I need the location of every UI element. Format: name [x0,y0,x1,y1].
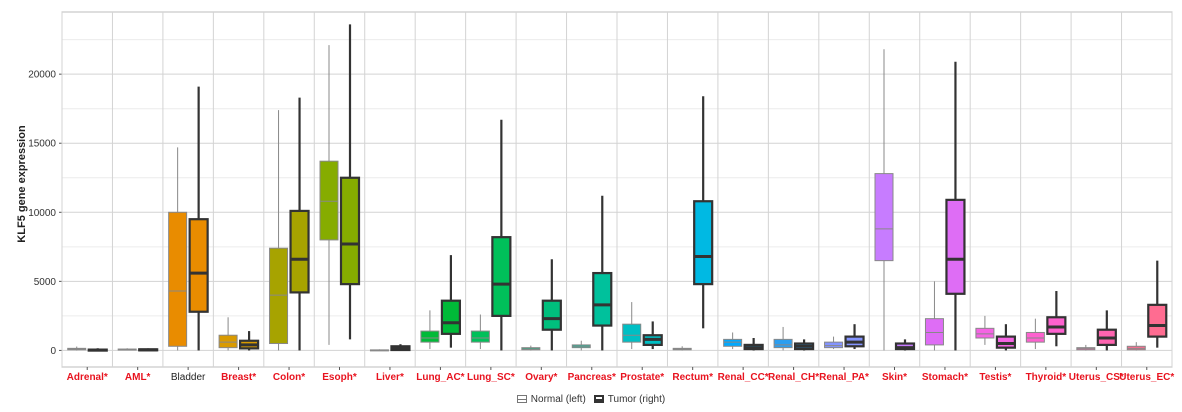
x-tick-label: Thyroid* [1026,372,1067,383]
normal-box [319,160,339,241]
x-tick-label: Renal_CH* [768,372,819,383]
x-tick-label: Bladder [171,372,206,383]
y-tick-label: 20000 [28,70,56,81]
y-tick-label: 15000 [28,139,56,150]
legend-item-tumor: Tumor (right) [593,393,666,405]
x-tick-label: Lung_SC* [467,372,515,383]
x-tick-label: Ovary* [525,372,557,383]
x-tick-label: Colon* [273,372,305,383]
normal-box [874,173,894,262]
legend-label-tumor: Tumor (right) [607,393,666,405]
y-axis-title: KLF5 gene expression [2,0,42,368]
normal-box [1025,331,1045,343]
x-tick-label: Liver* [376,372,404,383]
normal-box [420,330,440,343]
x-tick-label: Stomach* [922,372,968,383]
x-tick-label: Breast* [221,372,256,383]
normal-box [924,318,944,346]
legend-label-normal: Normal (left) [530,393,586,405]
tumor-box [945,198,966,295]
normal-box [218,334,238,349]
x-tick-label: Uterus_EC* [1119,372,1174,383]
x-tick-label: Testis* [979,372,1011,383]
normal-box [269,247,289,345]
x-tick-label: Renal_PA* [819,372,869,383]
normal-box [723,338,743,347]
normal-key-icon [516,395,527,403]
tumor-box [592,271,613,327]
x-tick-label: Lung_AC* [416,372,464,383]
x-tick-label: Adrenal* [67,372,108,383]
tumor-box [188,218,209,313]
legend-item-normal: Normal (left) [516,393,586,405]
y-axis-label: KLF5 gene expression [16,125,28,243]
tumor-box [541,299,562,331]
tumor-box [339,176,361,286]
tumor-box [440,299,462,335]
y-tick-label: 0 [50,346,56,357]
tumor-box [289,209,310,294]
normal-box [168,211,188,347]
tumor-box [491,236,512,317]
x-tick-label: Skin* [882,372,907,383]
normal-box [622,323,642,343]
x-tick-label: AML* [125,372,151,383]
x-tick-label: Pancreas* [568,372,616,383]
x-tick-label: Esoph* [322,372,357,383]
x-tick-label: Uterus_CS* [1069,372,1124,383]
normal-box [470,330,490,343]
x-tick-label: Prostate* [620,372,664,383]
y-tick-label: 10000 [28,208,56,219]
tumor-box [693,200,714,286]
normal-box [975,327,995,339]
tumor-key-icon [593,395,604,403]
y-tick-label: 5000 [34,277,57,288]
normal-box [773,338,793,349]
x-tick-label: Renal_CC* [718,372,769,383]
legend: Normal (left) Tumor (right) [0,391,1182,407]
tumor-box [1147,303,1168,338]
x-tick-label: Rectum* [672,372,713,383]
normal-box [824,341,844,349]
